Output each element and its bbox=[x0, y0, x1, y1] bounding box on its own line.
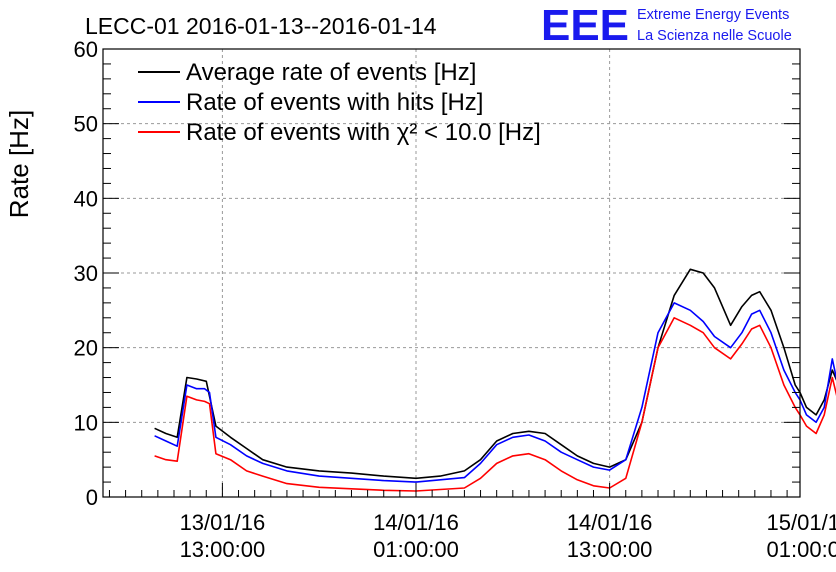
y-tick-label: 50 bbox=[74, 112, 98, 137]
x-tick-label-date: 13/01/16 bbox=[180, 510, 266, 535]
y-axis-title: Rate [Hz] bbox=[4, 110, 34, 218]
legend-entry: Rate of events with hits [Hz] bbox=[186, 89, 483, 116]
x-tick-label-time: 13:00:00 bbox=[567, 537, 653, 562]
y-tick-label: 60 bbox=[74, 37, 98, 62]
y-tick-label: 20 bbox=[74, 336, 98, 361]
logo-line-1: Extreme Energy Events bbox=[637, 7, 789, 23]
plot-series bbox=[154, 268, 836, 492]
series-line bbox=[154, 317, 836, 492]
series-line bbox=[154, 302, 836, 483]
y-tick-label: 0 bbox=[86, 485, 98, 510]
x-tick-label-date: 14/01/16 bbox=[373, 510, 459, 535]
x-tick-label-time: 01:00:0 bbox=[767, 537, 836, 562]
x-tick-label-date: 15/01/1 bbox=[767, 510, 836, 535]
x-tick-label-time: 01:00:00 bbox=[373, 537, 459, 562]
y-tick-label: 40 bbox=[74, 186, 98, 211]
eee-logo: EEE Extreme Energy Events La Scienza nel… bbox=[541, 1, 792, 50]
x-tick-label-time: 13:00:00 bbox=[180, 537, 266, 562]
legend: Average rate of events [Hz] Rate of event… bbox=[138, 59, 541, 146]
y-ticks: 0 10 20 30 40 50 60 bbox=[74, 37, 800, 510]
gridlines bbox=[103, 49, 800, 497]
y-tick-label: 30 bbox=[74, 261, 98, 286]
series-line bbox=[154, 268, 836, 480]
x-ticks: 13/01/1613:00:0014/01/1601:00:0014/01/16… bbox=[108, 483, 836, 562]
legend-entry: Rate of events with χ² < 10.0 [Hz] bbox=[186, 119, 541, 146]
logo-line-2: La Scienza nelle Scuole bbox=[637, 28, 792, 44]
y-tick-label: 10 bbox=[74, 410, 98, 435]
x-tick-label-date: 14/01/16 bbox=[567, 510, 653, 535]
chart-title: LECC-01 2016-01-13--2016-01-14 bbox=[85, 13, 437, 39]
logo-mark: EEE bbox=[541, 1, 629, 50]
legend-entry: Average rate of events [Hz] bbox=[186, 59, 476, 86]
